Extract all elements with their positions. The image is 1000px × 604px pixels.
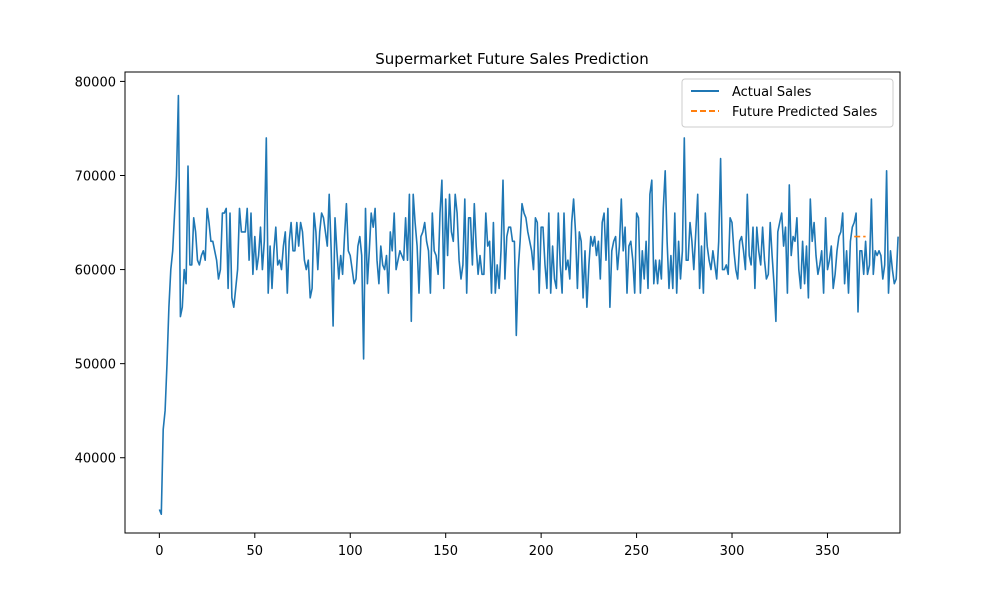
- x-tick-label: 50: [247, 544, 264, 559]
- series-line-actual-sales: [158, 94, 899, 516]
- legend-box: [681, 78, 894, 128]
- y-tick-label: 70000: [75, 169, 116, 184]
- x-axis: 0 50 100 150 200 250 300 350: [155, 533, 840, 559]
- x-tick-label: 350: [815, 544, 840, 559]
- plot-area-frame: [124, 71, 901, 534]
- legend-label-future-predicted-sales: Future Predicted Sales: [732, 105, 878, 120]
- chart-title: Supermarket Future Sales Prediction: [375, 50, 648, 68]
- y-tick-label: 80000: [75, 75, 116, 90]
- y-axis: 40000 50000 60000 70000 80000: [75, 75, 125, 467]
- x-tick-label: 200: [529, 544, 554, 559]
- x-tick-label: 0: [155, 544, 163, 559]
- y-tick-label: 40000: [75, 452, 116, 467]
- legend-label-actual-sales: Actual Sales: [732, 85, 812, 100]
- x-tick-label: 250: [624, 544, 649, 559]
- y-tick-label: 60000: [75, 264, 116, 279]
- legend: Actual Sales Future Predicted Sales: [681, 78, 894, 128]
- x-tick-label: 300: [720, 544, 745, 559]
- plot-lines: [158, 94, 899, 516]
- y-tick-label: 50000: [75, 358, 116, 373]
- x-tick-label: 150: [433, 544, 458, 559]
- x-tick-label: 100: [338, 544, 363, 559]
